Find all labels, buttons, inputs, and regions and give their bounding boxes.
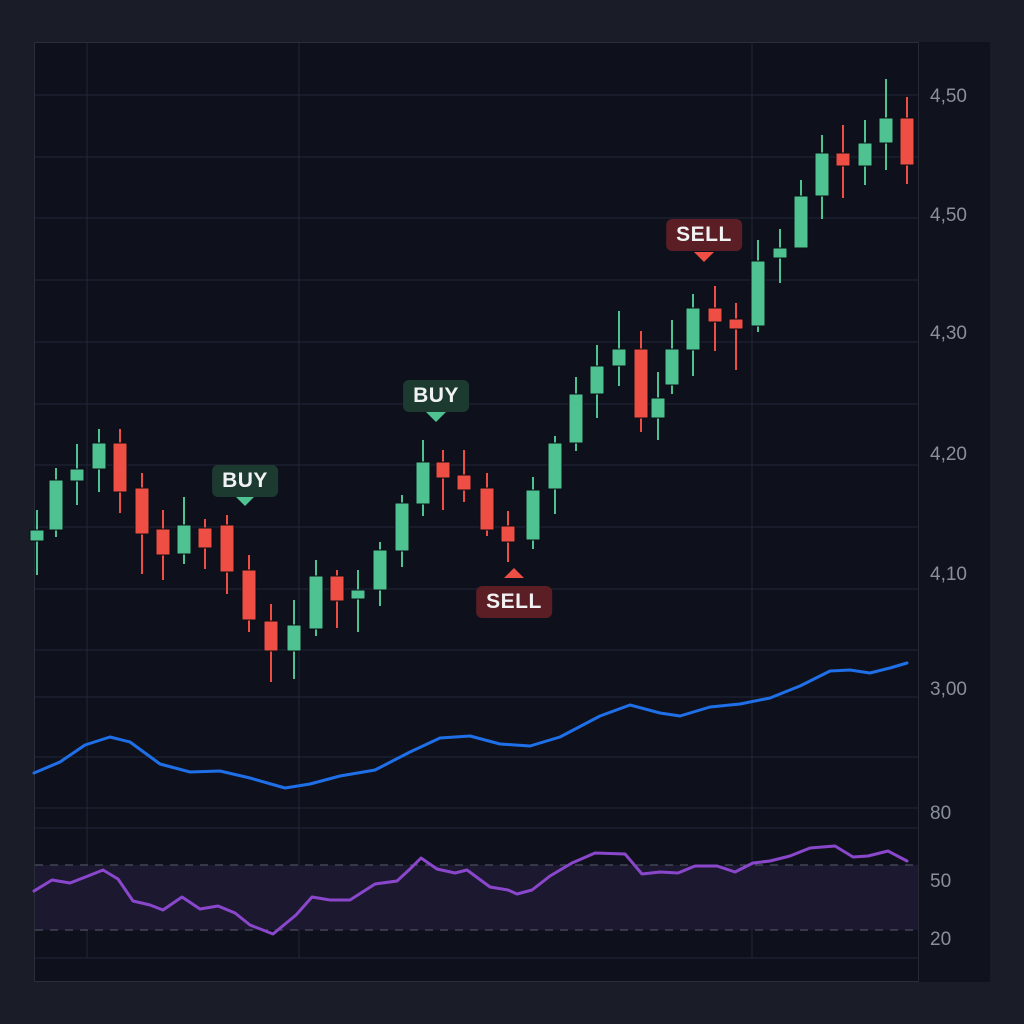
arrow-down-icon	[426, 412, 446, 422]
signal-arrows	[235, 252, 714, 578]
rsi-band	[35, 864, 918, 931]
rsi-tick-label: 20	[930, 929, 952, 950]
candle	[728, 303, 744, 370]
candle	[134, 473, 150, 574]
candle	[456, 450, 472, 502]
candle	[155, 510, 171, 580]
candle	[685, 294, 701, 376]
candle	[500, 511, 516, 562]
candlestick-series	[29, 79, 915, 682]
candle	[772, 229, 788, 283]
candle	[568, 377, 584, 451]
candle	[48, 468, 64, 537]
candle	[857, 120, 873, 185]
candle	[650, 372, 666, 440]
candle	[633, 331, 649, 432]
candle	[525, 477, 541, 549]
candle	[415, 440, 431, 516]
rsi-tick-label: 80	[930, 803, 952, 824]
candle	[91, 429, 107, 492]
rsi-tick-label: 50	[930, 871, 952, 892]
candle	[372, 542, 388, 606]
price-tick-label: 4,50	[930, 205, 967, 226]
candle	[286, 600, 302, 679]
candle	[878, 79, 894, 170]
price-tick-label: 4,20	[930, 444, 967, 465]
rsi-line	[32, 844, 909, 936]
candle	[899, 97, 915, 184]
candle	[350, 570, 366, 632]
price-tick-label: 4,30	[930, 323, 967, 344]
moving-average-line	[32, 661, 909, 790]
y-axis-column	[918, 42, 990, 982]
candle	[835, 125, 851, 198]
price-tick-label: 4,50	[930, 86, 967, 107]
candle	[611, 311, 627, 386]
candle	[308, 560, 324, 636]
candle	[547, 436, 563, 514]
arrow-up-icon	[504, 568, 524, 578]
sell-signal-badge: SELL	[476, 586, 552, 618]
buy-signal-badge: BUY	[212, 465, 278, 497]
candle	[29, 510, 45, 575]
candle	[707, 286, 723, 351]
candle	[197, 519, 213, 569]
candle	[479, 473, 495, 536]
price-tick-label: 3,00	[930, 679, 967, 700]
candle	[814, 135, 830, 219]
candle	[664, 320, 680, 394]
candle	[435, 450, 451, 510]
candle	[793, 180, 809, 249]
sell-signal-badge: SELL	[666, 219, 742, 251]
candle	[263, 604, 279, 682]
candle	[750, 240, 766, 332]
candle	[329, 570, 345, 628]
price-tick-label: 4,10	[930, 564, 967, 585]
candle	[241, 555, 257, 632]
buy-signal-badge: BUY	[403, 380, 469, 412]
chart-frame	[34, 42, 990, 982]
candle	[112, 429, 128, 513]
candle	[394, 495, 410, 567]
candle	[219, 515, 235, 594]
gridlines	[35, 43, 918, 959]
candle	[69, 444, 85, 505]
arrow-down-icon	[235, 496, 255, 506]
candle	[176, 497, 192, 564]
arrow-down-icon	[694, 252, 714, 262]
candle	[589, 345, 605, 418]
